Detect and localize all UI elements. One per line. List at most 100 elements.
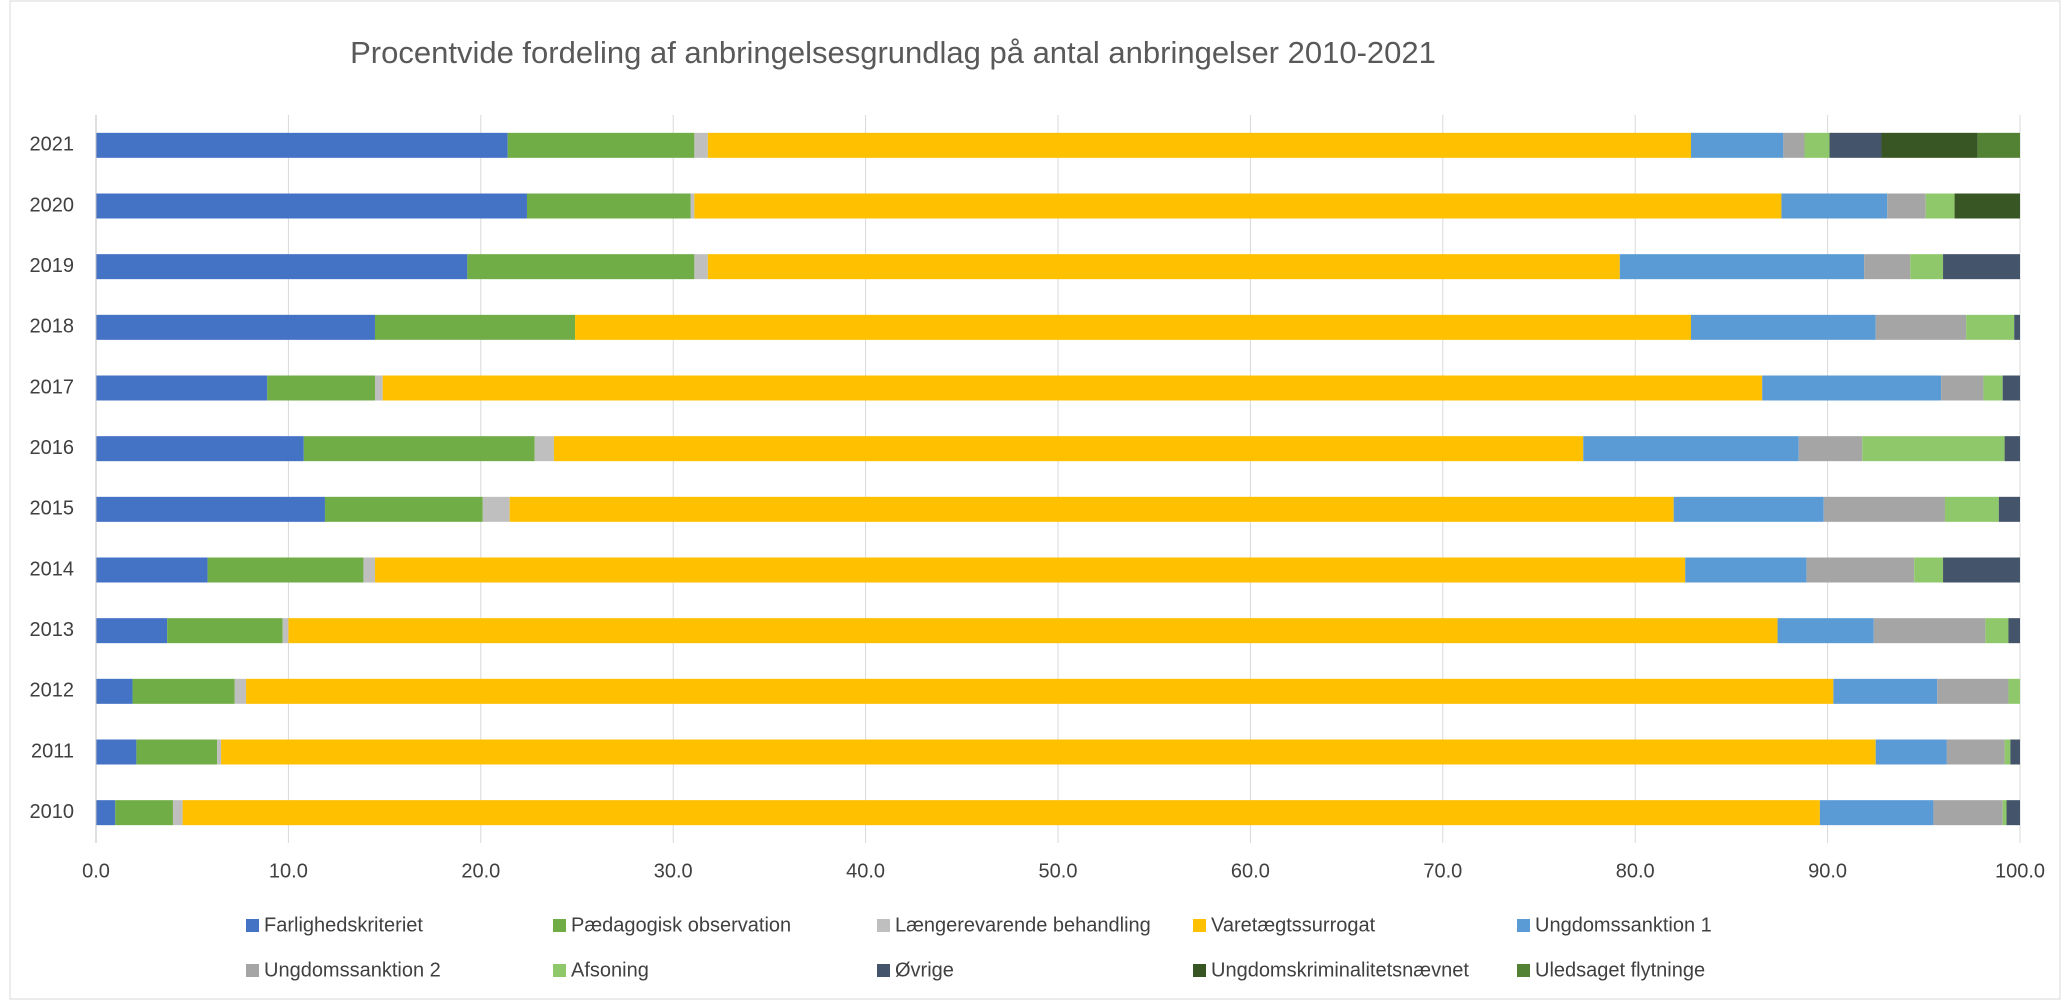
bar-segment xyxy=(1833,678,1938,704)
legend-swatch xyxy=(877,919,890,932)
legend-swatch xyxy=(1193,919,1206,932)
y-tick-label: 2013 xyxy=(30,619,75,641)
legend-label: Uledsaget flytninge xyxy=(1535,959,1705,981)
bar-segment xyxy=(1823,496,1945,522)
bar-segment xyxy=(167,618,283,644)
bar-segment xyxy=(1983,375,2003,401)
y-tick-label: 2020 xyxy=(30,194,75,216)
bar-segment xyxy=(1933,800,2003,826)
bar-segment xyxy=(694,254,708,280)
x-tick-label: 50.0 xyxy=(1039,860,1078,882)
chart-title: Procentvide fordeling af anbringelsesgru… xyxy=(350,35,1436,70)
bar-segment xyxy=(467,254,695,280)
bar-segment xyxy=(1944,496,1999,522)
bar-segment xyxy=(1762,375,1942,401)
bar-segment xyxy=(96,254,468,280)
bar-segment xyxy=(534,436,554,462)
bar-segment xyxy=(374,557,1686,583)
bar-segment xyxy=(172,800,183,826)
bar-segment xyxy=(1937,678,2009,704)
bar-segment xyxy=(96,193,527,219)
bar-segment xyxy=(234,678,247,704)
bar-segment xyxy=(246,678,1834,704)
bar-segment xyxy=(1619,254,1865,280)
legend-swatch xyxy=(1517,919,1530,932)
bar-segment xyxy=(96,618,168,644)
bar-segment xyxy=(96,436,304,462)
bar-segment xyxy=(2008,618,2020,644)
bar-segment xyxy=(374,314,576,340)
bar-segment xyxy=(217,739,222,765)
legend-label: Ungdomskriminalitetsnævnet xyxy=(1211,959,1469,981)
bar-segment xyxy=(288,618,1778,644)
bar-segment xyxy=(2002,375,2020,401)
legend-label: Varetægtssurrogat xyxy=(1211,914,1376,936)
y-tick-label: 2015 xyxy=(30,498,75,520)
bar-segment xyxy=(1819,800,1934,826)
y-tick-label: 2011 xyxy=(31,740,74,762)
bar-segment xyxy=(1685,557,1807,583)
y-tick-label: 2010 xyxy=(30,801,75,823)
bar-segment xyxy=(1914,557,1944,583)
x-tick-label: 40.0 xyxy=(846,860,885,882)
bar-segment xyxy=(1690,314,1876,340)
legend-label: Ungdomssanktion 1 xyxy=(1535,914,1712,936)
y-tick-label: 2016 xyxy=(30,437,75,459)
bar-segment xyxy=(374,375,383,401)
bar-segment xyxy=(1881,132,1978,158)
x-tick-label: 100.0 xyxy=(1995,860,2045,882)
bar-segment xyxy=(363,557,375,583)
y-tick-label: 2017 xyxy=(30,376,75,398)
bar-segment xyxy=(1777,618,1874,644)
bar-segment xyxy=(2010,739,2020,765)
bar-segment xyxy=(96,496,325,522)
x-tick-label: 10.0 xyxy=(269,860,308,882)
legend-swatch xyxy=(553,964,566,977)
bar-segment xyxy=(1806,557,1915,583)
bar-segment xyxy=(2008,678,2020,704)
bar-segment xyxy=(707,254,1620,280)
bar-segment xyxy=(1673,496,1824,522)
x-tick-label: 60.0 xyxy=(1231,860,1270,882)
bar-segment xyxy=(1943,557,2020,583)
bar-segment xyxy=(553,436,1584,462)
bar-segment xyxy=(1862,436,2005,462)
legend-swatch xyxy=(877,964,890,977)
y-tick-label: 2019 xyxy=(30,255,75,277)
x-tick-label: 0.0 xyxy=(82,860,110,882)
x-tick-label: 80.0 xyxy=(1616,860,1655,882)
bar-segment xyxy=(1910,254,1944,280)
bar-segment xyxy=(96,132,508,158)
bar-segment xyxy=(1804,132,1830,158)
bar-segment xyxy=(2004,436,2020,462)
bar-segment xyxy=(136,739,218,765)
bar-segment xyxy=(2006,800,2020,826)
bar-segment xyxy=(1875,314,1967,340)
bar-segment xyxy=(507,132,695,158)
bar-segment xyxy=(509,496,1674,522)
bar-segment xyxy=(1925,193,1955,219)
y-tick-label: 2014 xyxy=(30,558,75,580)
bar-segment xyxy=(1887,193,1926,219)
bar-segment xyxy=(1864,254,1911,280)
bar-segment xyxy=(1873,618,1986,644)
bar-segment xyxy=(182,800,1820,826)
legend-swatch xyxy=(246,919,259,932)
bar-segment xyxy=(267,375,375,401)
bar-segment xyxy=(1690,132,1784,158)
bar-segment xyxy=(96,739,137,765)
legend-label: Ungdomssanktion 2 xyxy=(264,959,441,981)
bar-segment xyxy=(526,193,691,219)
bar-segment xyxy=(690,193,695,219)
bar-segment xyxy=(221,739,1876,765)
x-tick-label: 90.0 xyxy=(1808,860,1847,882)
bar-segment xyxy=(1783,132,1805,158)
bar-segment xyxy=(1941,375,1984,401)
bar-segment xyxy=(1781,193,1888,219)
bar-segment xyxy=(575,314,1691,340)
bar-segment xyxy=(1954,193,2020,219)
bar-segment xyxy=(303,436,535,462)
x-tick-label: 20.0 xyxy=(461,860,500,882)
x-tick-label: 70.0 xyxy=(1423,860,1462,882)
